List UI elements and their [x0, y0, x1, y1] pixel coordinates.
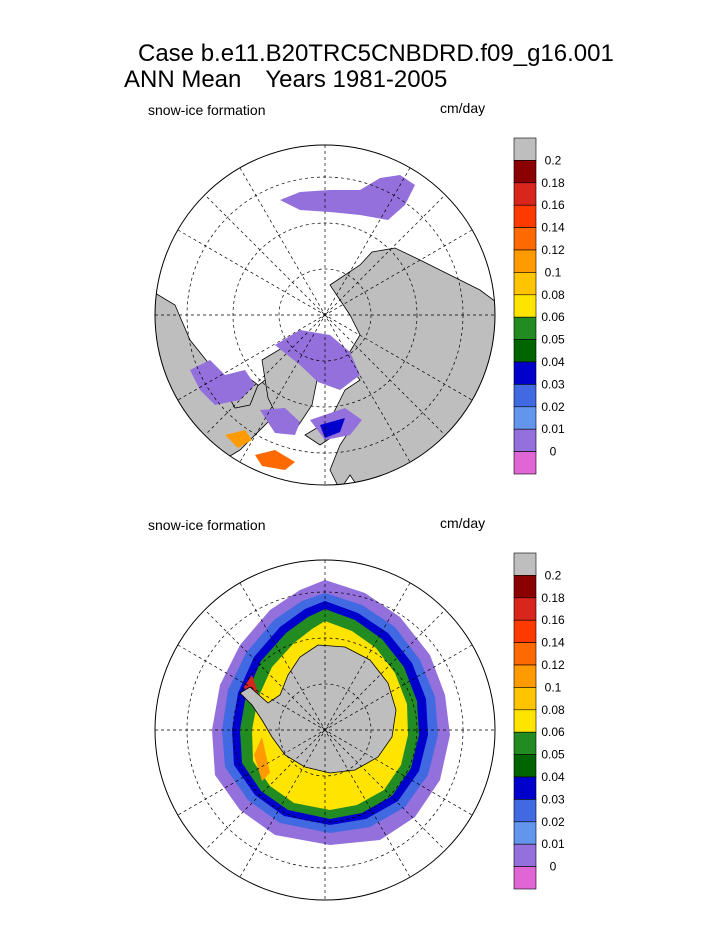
- colorbar-cell: [513, 709, 537, 733]
- colorbar-cell: [513, 294, 537, 318]
- south-panel: snow-ice formation cm/day: [0, 505, 723, 925]
- colorbar-cell: [513, 428, 537, 452]
- colorbar-tick-label: 0.1: [545, 680, 562, 694]
- colorbar-cell: [513, 182, 537, 206]
- colorbar-tick-label: 0.14: [541, 221, 565, 235]
- colorbar-tick-label: 0.12: [541, 243, 565, 257]
- south-panel-title: snow-ice formation: [148, 517, 266, 533]
- colorbar-cell: [513, 731, 537, 755]
- colorbar-cell: [513, 316, 537, 340]
- colorbar-cell: [513, 227, 537, 251]
- colorbar-tick-label: 0.05: [541, 748, 565, 762]
- colorbar-cell: [513, 799, 537, 823]
- colorbar-tick-label: 0.12: [541, 658, 565, 672]
- colorbar-tick-label: 0.01: [541, 837, 565, 851]
- colorbar-tick-label: 0.08: [541, 288, 565, 302]
- colorbar-cell: [513, 664, 537, 688]
- colorbar-tick-label: 0: [550, 445, 557, 459]
- north-ice-okhotsk: [280, 175, 415, 220]
- north-panel-title: snow-ice formation: [148, 102, 266, 118]
- colorbar-tick-label: 0.1: [545, 265, 562, 279]
- colorbar-tick-label: 0.18: [541, 591, 565, 605]
- colorbar-cell: [513, 160, 537, 184]
- colorbar-cell: [513, 339, 537, 363]
- colorbar-tick-label: 0.05: [541, 333, 565, 347]
- north-ice-central: [275, 330, 360, 390]
- colorbar-tick-label: 0.08: [541, 703, 565, 717]
- south-colorbar: 0.2 0.18 0.16 0.14 0.12 0.1 0.08 0.06 0.05 0.04 0.…: [513, 552, 565, 890]
- colorbar-cell: [513, 249, 537, 273]
- colorbar-cell: [513, 619, 537, 643]
- north-colorbar: 0.2 0.18 0.16 0.14 0.12 0.1 0.08 0.06 0.05 0.04 0.…: [513, 137, 565, 475]
- colorbar-tick-label: 0.16: [541, 613, 565, 627]
- colorbar-tick-label: 0.03: [541, 792, 565, 806]
- colorbar-cell: [513, 406, 537, 430]
- colorbar-cell: [513, 776, 537, 800]
- colorbar-tick-label: 0.14: [541, 636, 565, 650]
- colorbar-cell: [513, 204, 537, 228]
- colorbar-cell: [513, 754, 537, 778]
- colorbar-cell: [513, 866, 537, 890]
- colorbar-cell: [513, 137, 537, 161]
- south-polar-map: [154, 559, 496, 901]
- colorbar-cell: [513, 552, 537, 576]
- colorbar-tick-label: 0.16: [541, 198, 565, 212]
- colorbar-tick-label: 0.04: [541, 770, 565, 784]
- colorbar-tick-label: 0.2: [545, 568, 562, 582]
- colorbar-cell: [513, 361, 537, 385]
- colorbar-cell: [513, 821, 537, 845]
- years-label: Years 1981-2005: [265, 66, 448, 93]
- north-panel-units: cm/day: [440, 100, 486, 116]
- colorbar-tick-label: 0.06: [541, 310, 565, 324]
- colorbar-tick-label: 0.03: [541, 377, 565, 391]
- north-ice-baffin: [260, 408, 300, 435]
- colorbar-cell: [513, 687, 537, 711]
- south-ice-orange-edge: [254, 737, 270, 781]
- colorbar-cell: [513, 272, 537, 296]
- colorbar-tick-label: 0.06: [541, 725, 565, 739]
- north-ice-bering: [190, 360, 255, 405]
- colorbar-tick-label: 0.02: [541, 815, 565, 829]
- colorbar-cell: [513, 843, 537, 867]
- colorbar-cell: [513, 575, 537, 599]
- colorbar-cell: [513, 597, 537, 621]
- subtitle: ANN Mean Years 1981-2005: [124, 66, 447, 94]
- case-title: Case b.e11.B20TRC5CNBDRD.f09_g16.001: [138, 40, 614, 67]
- north-ice-labrador-edge: [225, 430, 252, 448]
- north-map-frame: [154, 144, 496, 486]
- colorbar-tick-label: 0.18: [541, 176, 565, 190]
- north-ice-nordic-edge: [320, 418, 345, 438]
- colorbar-tick-label: 0.01: [541, 422, 565, 436]
- colorbar-tick-label: 0.2: [545, 153, 562, 167]
- north-ice-hudson-edge: [255, 450, 295, 470]
- north-grid: [155, 145, 495, 485]
- colorbar-tick-label: 0.02: [541, 400, 565, 414]
- north-polar-map: [154, 144, 496, 486]
- north-panel: snow-ice formation cm/day: [0, 90, 723, 510]
- mean-label: ANN Mean: [124, 66, 242, 93]
- south-panel-units: cm/day: [440, 515, 486, 531]
- colorbar-cell: [513, 642, 537, 666]
- colorbar-tick-label: 0: [550, 860, 557, 874]
- colorbar-tick-label: 0.04: [541, 355, 565, 369]
- south-map-frame: [154, 559, 496, 901]
- south-land-antarctica: [239, 644, 397, 774]
- colorbar-cell: [513, 384, 537, 408]
- colorbar-cell: [513, 451, 537, 475]
- south-grid: [155, 560, 495, 900]
